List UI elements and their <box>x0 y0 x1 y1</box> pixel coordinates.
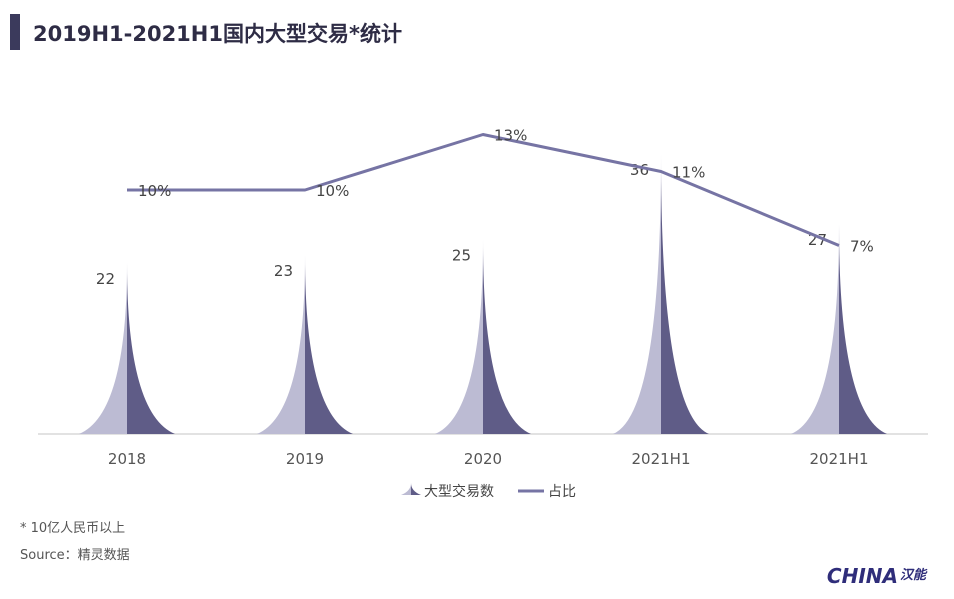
x-tick-label: 2021H1 <box>810 450 869 468</box>
source-note: Source：精灵数据 <box>20 548 130 563</box>
company-logo: CHINA 汉能 <box>826 564 926 588</box>
bar-spike-left <box>435 239 483 434</box>
legend-label-bars: 大型交易数 <box>424 483 494 500</box>
bar-spike-left <box>791 224 839 434</box>
legend-bar-swatch-left <box>401 483 411 495</box>
bar-spike-right <box>839 224 887 434</box>
bar-data-label: 22 <box>96 270 115 288</box>
bar-spike-right <box>127 262 175 434</box>
legend-bar-swatch-right <box>411 483 421 495</box>
bar-data-label: 25 <box>452 247 471 265</box>
x-tick-label: 2018 <box>108 450 146 468</box>
bar-data-label: 36 <box>630 161 649 179</box>
page-title: 2019H1-2021H1国内大型交易*统计 <box>33 22 402 46</box>
line-data-label: 11% <box>672 164 705 182</box>
x-tick-label: 2019 <box>286 450 324 468</box>
bar-spike-right <box>305 255 353 434</box>
line-data-label: 10% <box>316 182 349 200</box>
bar-data-label: 23 <box>274 262 293 280</box>
x-tick-label: 2020 <box>464 450 502 468</box>
bar-spike-right <box>661 154 709 434</box>
bar-spike-left <box>613 154 661 434</box>
x-tick-label: 2021H1 <box>632 450 691 468</box>
legend-label-line: 占比 <box>548 484 576 500</box>
bar-spike-left <box>79 262 127 434</box>
line-data-label: 7% <box>850 238 874 256</box>
bar-spike-right <box>483 239 531 434</box>
line-data-label: 13% <box>494 127 527 145</box>
line-data-label: 10% <box>138 182 171 200</box>
footnote: * 10亿人民币以上 <box>20 521 126 536</box>
bar-spike-left <box>257 255 305 434</box>
ratio-series-line <box>127 133 840 247</box>
title-accent-bar <box>10 14 20 50</box>
